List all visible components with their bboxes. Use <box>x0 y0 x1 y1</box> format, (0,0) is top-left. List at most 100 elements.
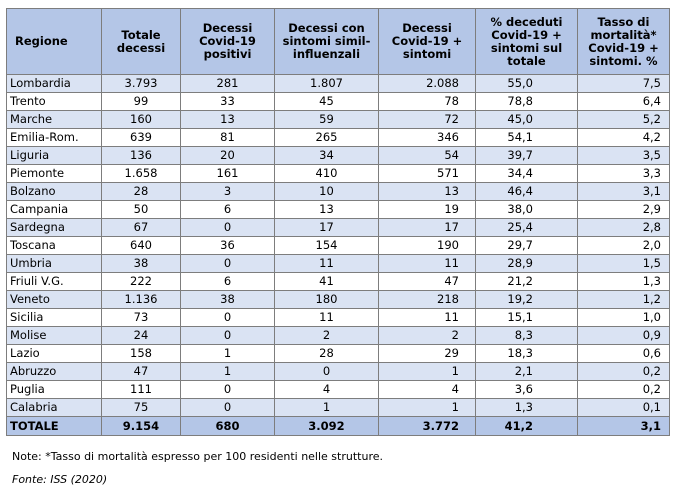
cell-decessi-covid-sintomi: 218 <box>378 290 476 309</box>
cell-decessi-covid: 0 <box>180 398 275 417</box>
cell-decessi-covid-sintomi: 1 <box>378 362 476 381</box>
table-row: Liguria 136 20 34 54 39,7 3,5 <box>6 146 670 165</box>
table-note: Note: *Tasso di mortalità espresso per 1… <box>12 450 383 463</box>
cell-decessi-covid-sintomi: 571 <box>378 164 476 183</box>
cell-percent-deceduti: 8,3 <box>475 326 578 345</box>
cell-tasso-mortalita: 3,5 <box>577 146 670 165</box>
cell-decessi-sintomi: 34 <box>274 146 379 165</box>
cell-percent-deceduti: 18,3 <box>475 344 578 363</box>
cell-regione: Sardegna <box>6 218 102 237</box>
total-totale-decessi: 9.154 <box>101 416 181 436</box>
cell-regione: Bolzano <box>6 182 102 201</box>
cell-decessi-sintomi: 1 <box>274 398 379 417</box>
cell-regione: Calabria <box>6 398 102 417</box>
cell-percent-deceduti: 2,1 <box>475 362 578 381</box>
cell-tasso-mortalita: 5,2 <box>577 110 670 129</box>
cell-regione: Marche <box>6 110 102 129</box>
table-row: Marche 160 13 59 72 45,0 5,2 <box>6 110 670 129</box>
cell-percent-deceduti: 38,0 <box>475 200 578 219</box>
cell-tasso-mortalita: 3,3 <box>577 164 670 183</box>
cell-decessi-covid: 38 <box>180 290 275 309</box>
cell-decessi-covid-sintomi: 1 <box>378 398 476 417</box>
table-row: Emilia-Rom. 639 81 265 346 54,1 4,2 <box>6 128 670 147</box>
cell-decessi-sintomi: 10 <box>274 182 379 201</box>
cell-percent-deceduti: 15,1 <box>475 308 578 327</box>
cell-percent-deceduti: 45,0 <box>475 110 578 129</box>
cell-decessi-covid-sintomi: 11 <box>378 254 476 273</box>
cell-tasso-mortalita: 6,4 <box>577 92 670 111</box>
cell-decessi-sintomi: 13 <box>274 200 379 219</box>
total-decessi-sintomi: 3.092 <box>274 416 379 436</box>
cell-decessi-sintomi: 265 <box>274 128 379 147</box>
cell-decessi-covid-sintomi: 72 <box>378 110 476 129</box>
header-decessi-covid-sintomi: Decessi Covid-19 + sintomi <box>378 8 476 75</box>
total-percent-deceduti: 41,2 <box>475 416 578 436</box>
cell-decessi-covid-sintomi: 54 <box>378 146 476 165</box>
cell-totale-decessi: 47 <box>101 362 181 381</box>
table-row: Friuli V.G. 222 6 41 47 21,2 1,3 <box>6 272 670 291</box>
cell-decessi-covid: 6 <box>180 272 275 291</box>
header-regione: Regione <box>6 8 102 75</box>
cell-decessi-sintomi: 41 <box>274 272 379 291</box>
cell-percent-deceduti: 28,9 <box>475 254 578 273</box>
data-table-container: Regione Totale decessi Decessi Covid-19 … <box>6 8 670 436</box>
table-row: Calabria 75 0 1 1 1,3 0,1 <box>6 398 670 417</box>
cell-regione: Piemonte <box>6 164 102 183</box>
header-tasso-mortalita: Tasso di mortalità* Covid-19 + sintomi. … <box>577 8 670 75</box>
cell-tasso-mortalita: 0,6 <box>577 344 670 363</box>
cell-totale-decessi: 1.136 <box>101 290 181 309</box>
cell-regione: Molise <box>6 326 102 345</box>
table-row: Puglia 111 0 4 4 3,6 0,2 <box>6 380 670 399</box>
cell-percent-deceduti: 19,2 <box>475 290 578 309</box>
table-row: Sardegna 67 0 17 17 25,4 2,8 <box>6 218 670 237</box>
table-header-row: Regione Totale decessi Decessi Covid-19 … <box>6 8 670 75</box>
cell-percent-deceduti: 1,3 <box>475 398 578 417</box>
cell-totale-decessi: 136 <box>101 146 181 165</box>
cell-regione: Campania <box>6 200 102 219</box>
cell-tasso-mortalita: 0,9 <box>577 326 670 345</box>
cell-regione: Veneto <box>6 290 102 309</box>
cell-totale-decessi: 160 <box>101 110 181 129</box>
cell-decessi-covid: 3 <box>180 182 275 201</box>
cell-regione: Emilia-Rom. <box>6 128 102 147</box>
cell-decessi-covid-sintomi: 190 <box>378 236 476 255</box>
table-row: Trento 99 33 45 78 78,8 6,4 <box>6 92 670 111</box>
cell-decessi-covid: 6 <box>180 200 275 219</box>
mortality-table: Regione Totale decessi Decessi Covid-19 … <box>6 8 670 436</box>
header-percent-deceduti: % deceduti Covid-19 + sintomi sul totale <box>475 8 578 75</box>
cell-decessi-covid-sintomi: 19 <box>378 200 476 219</box>
cell-totale-decessi: 640 <box>101 236 181 255</box>
cell-percent-deceduti: 3,6 <box>475 380 578 399</box>
table-row: Lombardia 3.793 281 1.807 2.088 55,0 7,5 <box>6 74 670 93</box>
cell-decessi-sintomi: 11 <box>274 254 379 273</box>
cell-decessi-covid: 161 <box>180 164 275 183</box>
cell-tasso-mortalita: 2,8 <box>577 218 670 237</box>
cell-totale-decessi: 28 <box>101 182 181 201</box>
cell-totale-decessi: 38 <box>101 254 181 273</box>
cell-decessi-sintomi: 17 <box>274 218 379 237</box>
cell-tasso-mortalita: 0,1 <box>577 398 670 417</box>
table-row: Sicilia 73 0 11 11 15,1 1,0 <box>6 308 670 327</box>
cell-decessi-covid: 0 <box>180 254 275 273</box>
total-regione: TOTALE <box>6 416 102 436</box>
table-row: Umbria 38 0 11 11 28,9 1,5 <box>6 254 670 273</box>
cell-regione: Lombardia <box>6 74 102 93</box>
cell-decessi-sintomi: 45 <box>274 92 379 111</box>
cell-decessi-covid-sintomi: 2.088 <box>378 74 476 93</box>
table-row: Toscana 640 36 154 190 29,7 2,0 <box>6 236 670 255</box>
table-row: Bolzano 28 3 10 13 46,4 3,1 <box>6 182 670 201</box>
cell-regione: Puglia <box>6 380 102 399</box>
table-row: Piemonte 1.658 161 410 571 34,4 3,3 <box>6 164 670 183</box>
cell-percent-deceduti: 29,7 <box>475 236 578 255</box>
cell-totale-decessi: 24 <box>101 326 181 345</box>
cell-tasso-mortalita: 7,5 <box>577 74 670 93</box>
cell-decessi-sintomi: 28 <box>274 344 379 363</box>
table-source: Fonte: ISS (2020) <box>12 473 108 486</box>
cell-regione: Liguria <box>6 146 102 165</box>
cell-percent-deceduti: 39,7 <box>475 146 578 165</box>
cell-regione: Toscana <box>6 236 102 255</box>
total-decessi-covid: 680 <box>180 416 275 436</box>
table-row: Abruzzo 47 1 0 1 2,1 0,2 <box>6 362 670 381</box>
cell-regione: Abruzzo <box>6 362 102 381</box>
cell-totale-decessi: 99 <box>101 92 181 111</box>
